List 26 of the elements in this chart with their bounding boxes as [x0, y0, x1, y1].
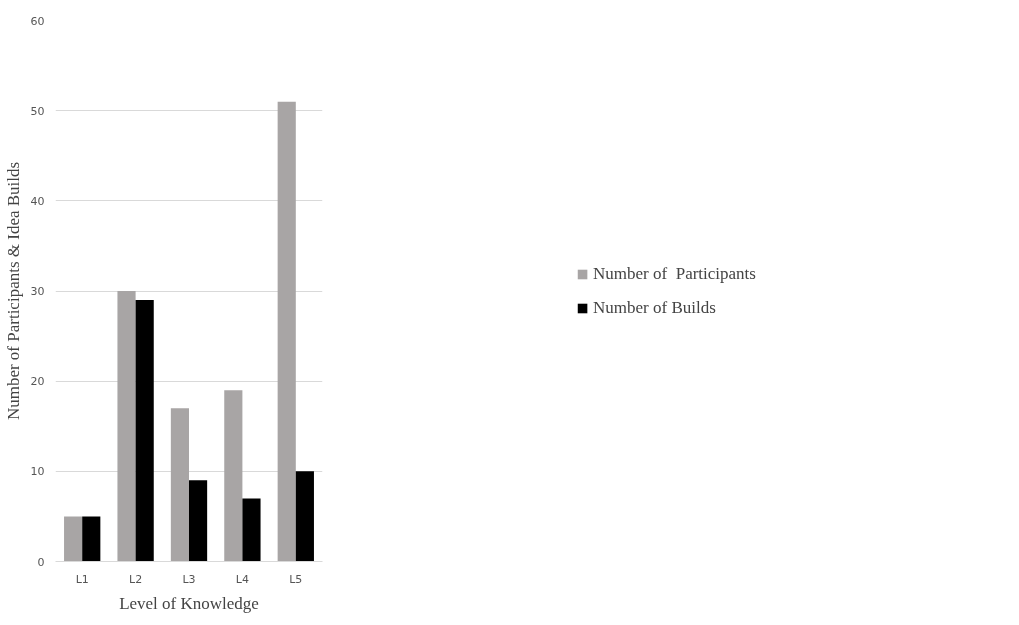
- bar: [117, 291, 136, 562]
- bar: [189, 480, 208, 562]
- y-axis-title: Number of Participants & Idea Builds: [3, 161, 23, 421]
- y-tick-label: 10: [30, 465, 45, 479]
- x-tick-label: L5: [289, 572, 303, 586]
- x-tick-label: L4: [235, 572, 249, 586]
- bar: [135, 300, 154, 562]
- legend-label: Number of Builds: [593, 297, 716, 318]
- y-tick-label: 20: [30, 375, 45, 389]
- bar: [64, 516, 83, 562]
- bar: [295, 471, 314, 562]
- bar: [170, 408, 189, 562]
- y-tick-label: 40: [30, 194, 45, 208]
- x-axis-title: Level of Knowledge: [119, 593, 259, 613]
- bar: [277, 101, 296, 562]
- bar: [82, 516, 101, 562]
- x-tick-label: L1: [75, 572, 89, 586]
- y-tick-label: 0: [37, 555, 45, 569]
- x-tick-label: L3: [182, 572, 196, 586]
- x-tick-label: L2: [129, 572, 143, 586]
- y-tick-label: 60: [30, 14, 45, 28]
- legend-label: Number of Participants: [593, 263, 756, 284]
- bar: [224, 390, 243, 562]
- bar: [242, 498, 261, 562]
- y-tick-label: 30: [30, 285, 45, 298]
- y-tick-label: 50: [30, 104, 45, 118]
